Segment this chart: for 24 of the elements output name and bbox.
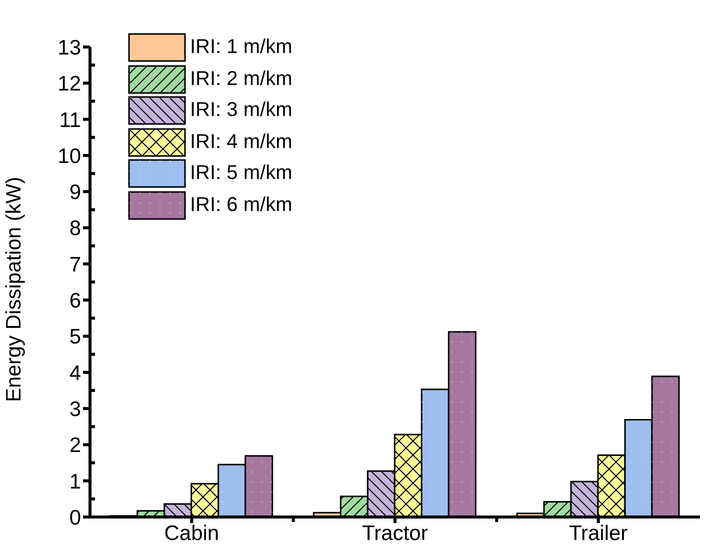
y-tick-label: 9 xyxy=(69,181,81,204)
x-tick-label: Trailer xyxy=(568,522,628,545)
y-tick-label: 2 xyxy=(69,434,81,458)
legend-label: IRI: 2 m/km xyxy=(190,68,292,91)
y-tick-label: 6 xyxy=(69,290,81,313)
legend-label: IRI: 3 m/km xyxy=(190,99,292,122)
y-tick-label: 13 xyxy=(58,36,81,60)
y-tick-label: 8 xyxy=(69,217,81,240)
y-tick-label: 7 xyxy=(69,253,81,276)
y-tick-label: 0 xyxy=(69,506,81,530)
y-tick-label: 4 xyxy=(69,362,82,385)
legend-label: IRI: 5 m/km xyxy=(190,162,292,186)
x-tick-label: Cabin xyxy=(164,522,220,545)
y-tick-label: 1 xyxy=(69,470,81,494)
y-tick-label: 11 xyxy=(59,108,81,132)
legend-label: IRI: 6 m/km xyxy=(190,194,292,217)
y-tick-label: 3 xyxy=(69,398,81,421)
y-axis-title: Energy Dissipation (kW) xyxy=(2,176,26,402)
y-tick-label: 5 xyxy=(69,326,81,349)
legend-label: IRI: 4 m/km xyxy=(190,130,292,154)
y-tick-label: 10 xyxy=(58,144,81,168)
y-tick-label: 12 xyxy=(58,72,81,96)
legend-label: IRI: 1 m/km xyxy=(190,36,292,60)
x-tick-label: Tractor xyxy=(362,522,428,545)
